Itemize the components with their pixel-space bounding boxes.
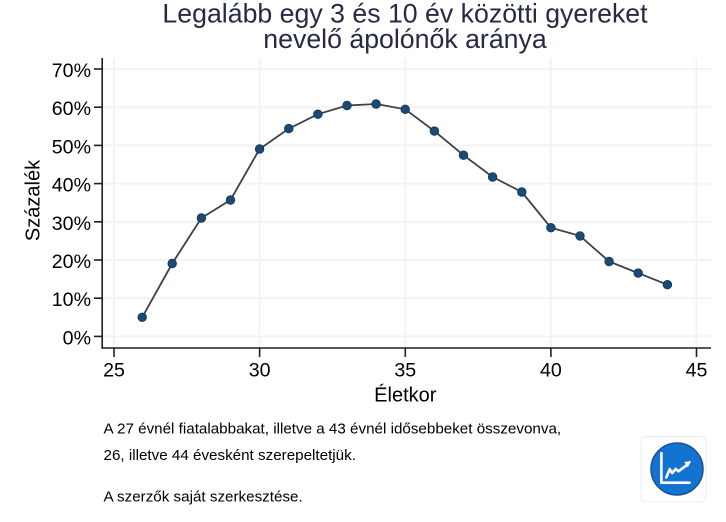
svg-text:70%: 70% (52, 60, 91, 82)
svg-text:60%: 60% (52, 98, 91, 120)
svg-text:30%: 30% (52, 213, 91, 235)
svg-text:Életkor: Életkor (374, 383, 437, 406)
svg-text:45: 45 (686, 359, 708, 381)
svg-text:30: 30 (249, 359, 271, 381)
svg-text:40%: 40% (52, 175, 91, 197)
svg-text:25: 25 (103, 359, 125, 381)
svg-text:50%: 50% (52, 136, 91, 158)
svg-text:20%: 20% (52, 251, 91, 273)
svg-text:40: 40 (540, 359, 562, 381)
svg-text:10%: 10% (52, 289, 91, 311)
svg-text:26, illetve 44 évesként szerep: 26, illetve 44 évesként szerepeltetjük. (104, 447, 356, 464)
svg-text:35: 35 (394, 359, 416, 381)
svg-text:Legalább egy 3 és 10 év között: Legalább egy 3 és 10 év közötti gyereket (162, 0, 648, 29)
svg-text:A szerzők saját szerkesztése.: A szerzők saját szerkesztése. (104, 489, 303, 506)
svg-text:Százalék: Százalék (23, 159, 45, 241)
svg-text:A 27 évnél fiatalabbakat, ille: A 27 évnél fiatalabbakat, illetve a 43 é… (104, 421, 562, 438)
svg-text:nevelő ápolónők aránya: nevelő ápolónők aránya (263, 24, 547, 54)
svg-text:0%: 0% (63, 327, 91, 349)
